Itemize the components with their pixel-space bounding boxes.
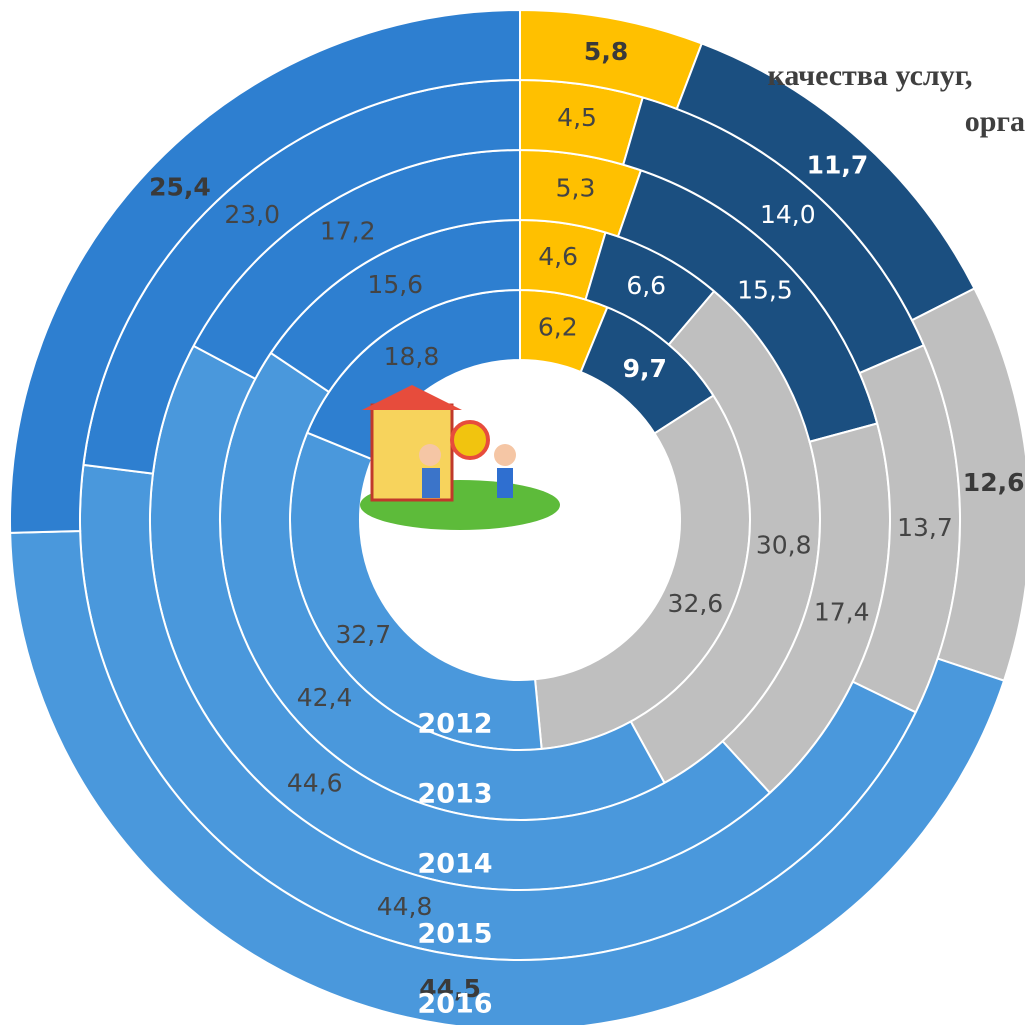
data-label: 32,7: [335, 620, 391, 649]
data-label: 23,0: [224, 200, 280, 229]
data-label: 17,2: [320, 217, 376, 246]
data-label: 17,4: [814, 597, 870, 626]
girl-dress: [422, 468, 440, 498]
data-label: 15,6: [367, 270, 423, 299]
ring-year-label: 2012: [417, 709, 492, 740]
title-fragment: орга: [965, 105, 1025, 138]
data-label: 6,2: [538, 313, 578, 342]
boy-body: [497, 468, 513, 498]
title-fragment: качества услуг,: [768, 59, 973, 92]
data-label: 6,6: [626, 271, 666, 300]
ring-year-label: 2015: [417, 919, 492, 950]
data-label: 42,4: [297, 683, 353, 712]
boy-head: [494, 444, 516, 466]
ring-segment: [9, 8, 521, 534]
labels: 6,2 9,7 32,6 32,7 18,8 2012 4,6 6,6 30,8 42,4 15,6…: [149, 37, 1025, 1020]
roof: [362, 385, 462, 410]
ring-year-label: 2013: [417, 779, 492, 810]
data-label: 18,8: [384, 342, 440, 371]
rings: [9, 8, 1025, 1029]
data-label: 5,8: [584, 37, 628, 66]
ring-year-label: 2016: [417, 989, 492, 1020]
data-label: 4,6: [538, 242, 578, 271]
data-label: 15,5: [737, 275, 793, 304]
data-label: 14,0: [760, 200, 816, 229]
data-label: 13,7: [897, 513, 953, 542]
data-label: 12,6: [963, 468, 1025, 497]
ring-year-label: 2014: [417, 849, 492, 880]
data-label: 25,4: [149, 172, 211, 201]
girl-head: [419, 444, 441, 466]
data-label: 5,3: [556, 174, 596, 203]
data-label: 30,8: [756, 531, 812, 560]
data-label: 32,6: [668, 589, 724, 618]
data-label: 44,8: [377, 892, 433, 921]
ring-segment: [9, 530, 1006, 1029]
data-label: 4,5: [557, 103, 597, 132]
data-label: 44,5: [419, 974, 481, 1003]
center-picture: [360, 362, 678, 678]
data-label: 44,6: [287, 769, 343, 798]
ball: [450, 420, 490, 460]
data-label: 11,7: [807, 151, 869, 180]
data-label: 9,7: [623, 354, 667, 383]
